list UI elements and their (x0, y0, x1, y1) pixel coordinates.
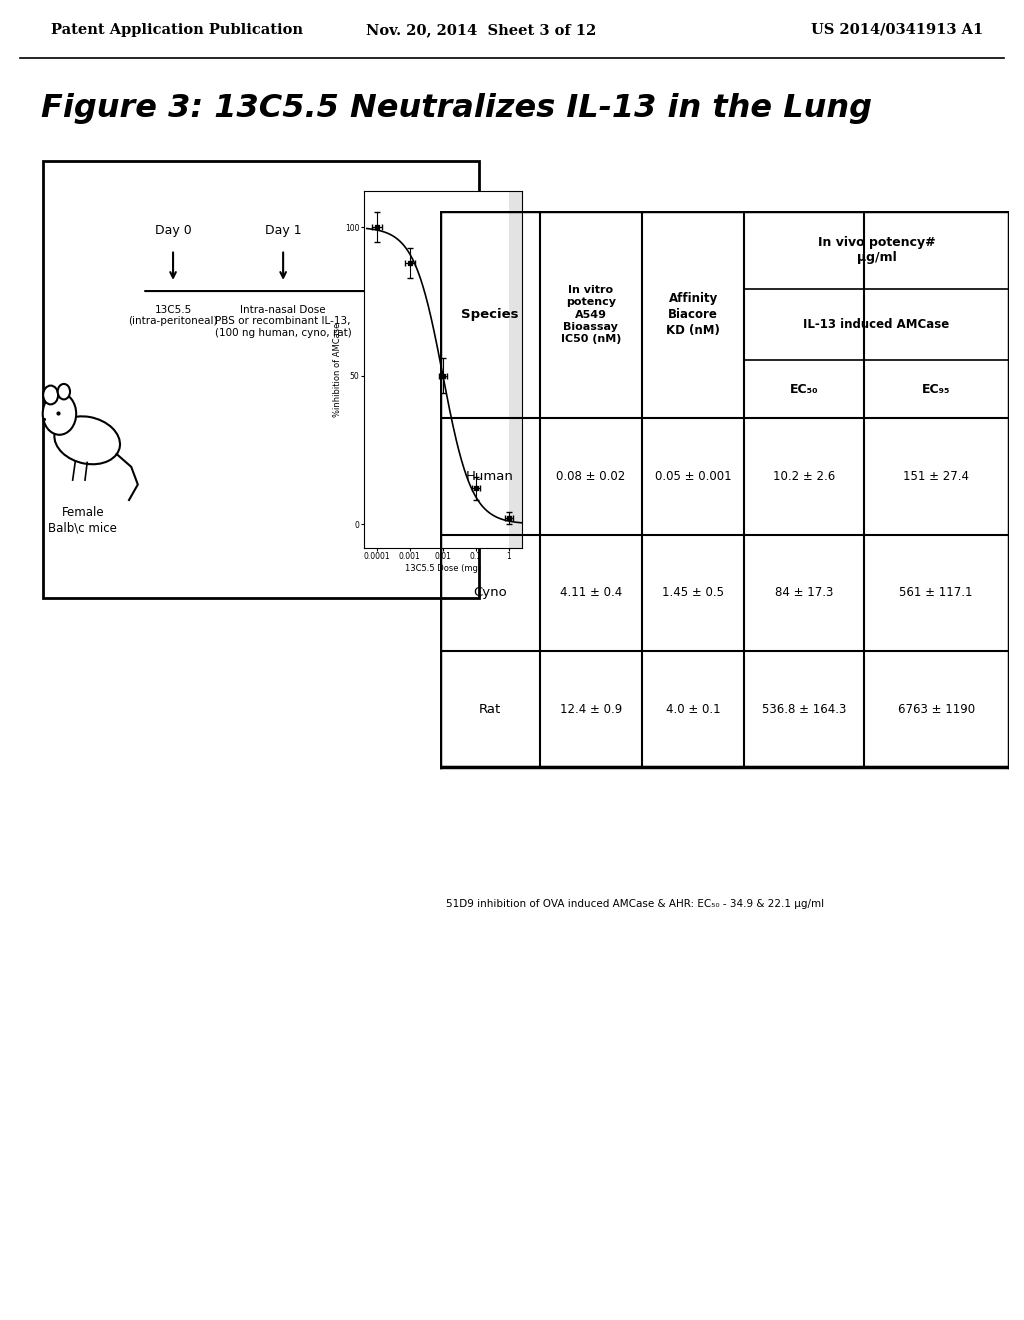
X-axis label: 13C5.5 Dose (mg): 13C5.5 Dose (mg) (404, 564, 481, 573)
Text: Nov. 20, 2014  Sheet 3 of 12: Nov. 20, 2014 Sheet 3 of 12 (367, 22, 596, 37)
Text: EC₉₅: EC₉₅ (922, 383, 950, 396)
Circle shape (43, 385, 58, 404)
Text: 84 ± 17.3: 84 ± 17.3 (775, 586, 834, 599)
Text: 12.4 ± 0.9: 12.4 ± 0.9 (560, 702, 622, 715)
Text: 10.2 ± 2.6: 10.2 ± 2.6 (773, 470, 836, 483)
Text: 0.05 ± 0.001: 0.05 ± 0.001 (655, 470, 731, 483)
Text: Human: Human (466, 470, 514, 483)
Text: 4.0 ± 0.1: 4.0 ± 0.1 (666, 702, 721, 715)
Text: Patent Application Publication: Patent Application Publication (51, 22, 303, 37)
Text: 51D9 inhibition of OVA induced AMCase & AHR: EC₅₀ - 34.9 & 22.1 μg/ml: 51D9 inhibition of OVA induced AMCase & … (446, 899, 824, 909)
Text: 151 ± 27.4: 151 ± 27.4 (903, 470, 969, 483)
Ellipse shape (54, 416, 120, 465)
Text: 4.11 ± 0.4: 4.11 ± 0.4 (560, 586, 622, 599)
Text: 1.45 ± 0.5: 1.45 ± 0.5 (663, 586, 724, 599)
Text: Cyno: Cyno (473, 586, 507, 599)
Text: 536.8 ± 164.3: 536.8 ± 164.3 (762, 702, 846, 715)
Text: 561 ± 117.1: 561 ± 117.1 (899, 586, 973, 599)
Y-axis label: %inhibition of AMCase: %inhibition of AMCase (333, 322, 342, 417)
Text: Rat: Rat (479, 702, 501, 715)
Text: In vivo potency#
μg/ml: In vivo potency# μg/ml (818, 236, 935, 264)
Text: Female
Balb\c mice: Female Balb\c mice (48, 507, 117, 535)
Circle shape (57, 384, 70, 400)
Text: 13C5.5
(intra-peritoneal): 13C5.5 (intra-peritoneal) (128, 305, 218, 326)
Text: Figure 3: 13C5.5 Neutralizes IL-13 in the Lung: Figure 3: 13C5.5 Neutralizes IL-13 in th… (41, 94, 872, 124)
Text: Species: Species (461, 308, 519, 321)
Text: 0.08 ± 0.02: 0.08 ± 0.02 (556, 470, 626, 483)
Text: EC₅₀: EC₅₀ (790, 383, 818, 396)
Text: IL-13 induced AMCase: IL-13 induced AMCase (804, 318, 949, 331)
Text: Day 2: Day 2 (388, 224, 425, 236)
Text: 6763 ± 1190: 6763 ± 1190 (898, 702, 975, 715)
Text: In vitro
potency
A549
Bioassay
IC50 (nM): In vitro potency A549 Bioassay IC50 (nM) (561, 285, 622, 345)
Text: Day 1: Day 1 (265, 224, 301, 236)
Bar (509, 186, 524, 548)
Text: US 2014/0341913 A1: US 2014/0341913 A1 (811, 22, 983, 37)
Text: Day 0: Day 0 (155, 224, 191, 236)
Text: Takedown
AMCase in BAL: Takedown AMCase in BAL (368, 305, 445, 326)
Text: Affinity
Biacore
KD (nM): Affinity Biacore KD (nM) (667, 292, 720, 337)
Circle shape (43, 393, 76, 434)
Text: Intra-nasal Dose
PBS or recombinant IL-13,
(100 ng human, cyno, rat): Intra-nasal Dose PBS or recombinant IL-1… (215, 305, 351, 338)
